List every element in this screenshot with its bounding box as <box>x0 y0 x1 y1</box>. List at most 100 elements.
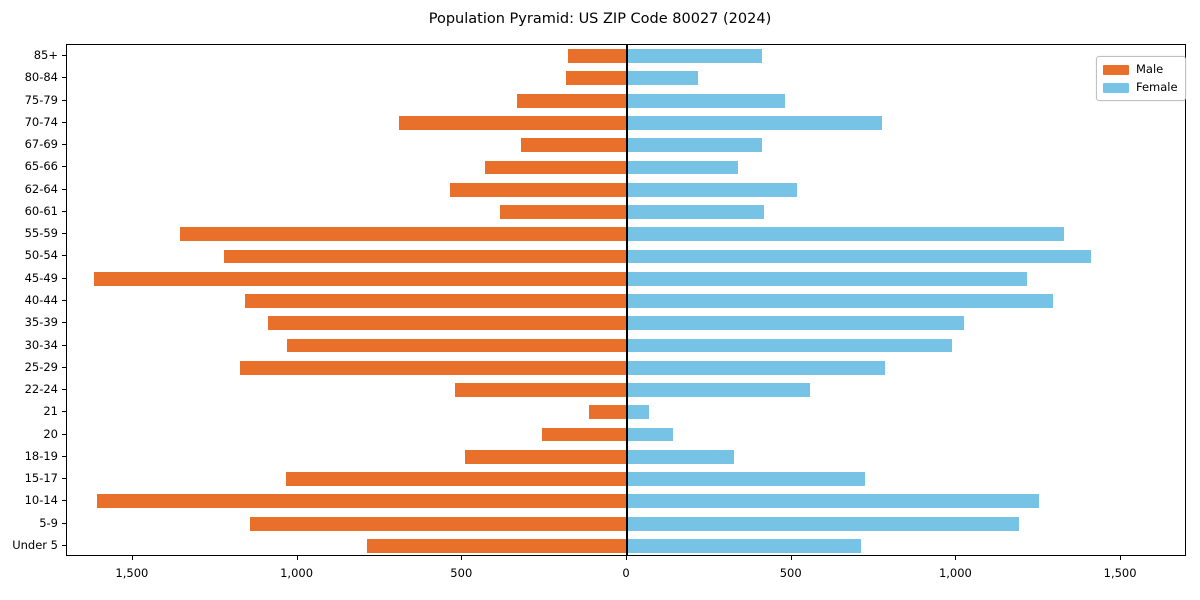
bar-male-40-44 <box>244 294 627 308</box>
bar-female-35-39 <box>627 316 964 331</box>
x-tick-mark <box>626 556 627 560</box>
bar-male-45-49 <box>94 271 627 286</box>
bar-female-5-9 <box>627 516 1019 531</box>
bar-male-10-14 <box>96 494 627 509</box>
y-tick-mark <box>62 277 66 279</box>
y-tick-mark <box>62 366 66 368</box>
bar-male-25-29 <box>239 360 627 375</box>
y-tick-mark <box>62 455 66 457</box>
bar-female-85- <box>627 49 763 64</box>
y-tick-mark <box>62 255 66 257</box>
legend-swatch-icon <box>1103 64 1129 75</box>
bar-male-55-59 <box>179 227 627 242</box>
pyramid-row <box>67 338 1185 353</box>
bar-female-70-74 <box>627 116 883 130</box>
pyramid-row <box>67 294 1185 308</box>
y-tick-mark <box>62 300 66 301</box>
bar-female-20 <box>627 427 673 442</box>
y-tick-mark <box>62 55 66 57</box>
y-tick-mark <box>62 411 66 413</box>
pyramid-row <box>67 472 1185 486</box>
x-tick-label: 500 <box>450 566 473 580</box>
pyramid-row <box>67 383 1185 397</box>
y-tick-label: 60-61 <box>24 203 58 218</box>
pyramid-row <box>67 49 1185 64</box>
pyramid-row <box>67 427 1185 442</box>
y-tick-label: 65-66 <box>24 159 58 174</box>
x-tick-mark <box>955 556 957 560</box>
pyramid-row <box>67 160 1185 175</box>
zero-axis-line <box>626 45 628 555</box>
bar-male-20 <box>542 427 627 442</box>
legend-swatch-icon <box>1103 82 1129 93</box>
bars-container <box>67 45 1185 555</box>
y-tick-mark <box>62 322 66 324</box>
pyramid-row <box>67 449 1185 464</box>
legend-item-female[interactable]: Female <box>1103 80 1178 95</box>
bar-male-under-5 <box>366 538 627 553</box>
bar-male-67-69 <box>521 138 627 153</box>
bar-female-under-5 <box>627 538 861 553</box>
bar-male-65-66 <box>485 160 627 175</box>
bar-female-18-19 <box>627 449 734 464</box>
pyramid-row <box>67 249 1185 264</box>
y-tick-label: 30-34 <box>24 337 58 352</box>
pyramid-row <box>67 405 1185 420</box>
pyramid-row <box>67 71 1185 86</box>
pyramid-row <box>67 316 1185 331</box>
bar-female-75-79 <box>627 93 786 108</box>
y-tick-mark <box>62 166 66 168</box>
bar-male-22-24 <box>454 383 627 397</box>
pyramid-row <box>67 138 1185 153</box>
y-tick-label: 70-74 <box>24 114 58 129</box>
legend-label: Female <box>1136 79 1178 94</box>
y-tick-label: 20 <box>43 426 58 441</box>
y-tick-label: 40-44 <box>24 293 58 307</box>
x-tick-label: 1,000 <box>280 566 314 580</box>
x-tick-mark <box>790 556 792 560</box>
x-tick-mark <box>296 556 298 560</box>
y-tick-mark <box>62 389 66 391</box>
pyramid-row <box>67 227 1185 242</box>
y-tick-mark <box>62 121 66 123</box>
y-tick-label: 10-14 <box>24 493 58 508</box>
bar-male-5-9 <box>250 516 627 531</box>
pyramid-row <box>67 182 1185 197</box>
y-tick-mark <box>62 344 66 346</box>
y-tick-label: 67-69 <box>24 137 58 152</box>
bar-female-67-69 <box>627 138 763 153</box>
chart-legend: Male Female <box>1096 56 1186 101</box>
bar-female-30-34 <box>627 338 952 353</box>
y-tick-label: 21 <box>43 404 58 419</box>
y-tick-mark <box>62 433 66 435</box>
bar-male-85- <box>568 49 627 64</box>
bar-female-40-44 <box>627 294 1053 308</box>
bar-female-65-66 <box>627 160 738 175</box>
y-tick-mark <box>62 210 66 212</box>
bar-female-60-61 <box>627 205 765 219</box>
y-tick-label: 45-49 <box>24 270 58 285</box>
bar-male-35-39 <box>267 316 627 331</box>
bar-female-55-59 <box>627 227 1065 242</box>
bar-female-80-84 <box>627 71 698 86</box>
bar-female-50-54 <box>627 249 1091 264</box>
bar-male-60-61 <box>499 205 627 219</box>
pyramid-row <box>67 116 1185 130</box>
y-tick-label: 50-54 <box>24 248 58 263</box>
y-tick-label: 62-64 <box>24 181 58 196</box>
y-tick-label: 18-19 <box>24 448 58 463</box>
legend-item-male[interactable]: Male <box>1103 62 1178 77</box>
pyramid-row <box>67 516 1185 531</box>
y-tick-mark <box>62 188 66 190</box>
y-tick-mark <box>62 144 66 146</box>
bar-male-15-17 <box>286 472 627 486</box>
x-tick-label: 1,500 <box>115 566 149 580</box>
bar-female-25-29 <box>627 360 885 375</box>
x-axis: 1,500 1,000 500 0 500 1,000 1,500 <box>0 556 1200 600</box>
y-tick-mark <box>62 522 66 524</box>
bar-female-45-49 <box>627 271 1027 286</box>
y-tick-label: 5-9 <box>39 515 58 530</box>
x-tick-label: 500 <box>779 566 802 580</box>
bar-female-62-64 <box>627 182 798 197</box>
y-tick-mark <box>62 99 66 101</box>
